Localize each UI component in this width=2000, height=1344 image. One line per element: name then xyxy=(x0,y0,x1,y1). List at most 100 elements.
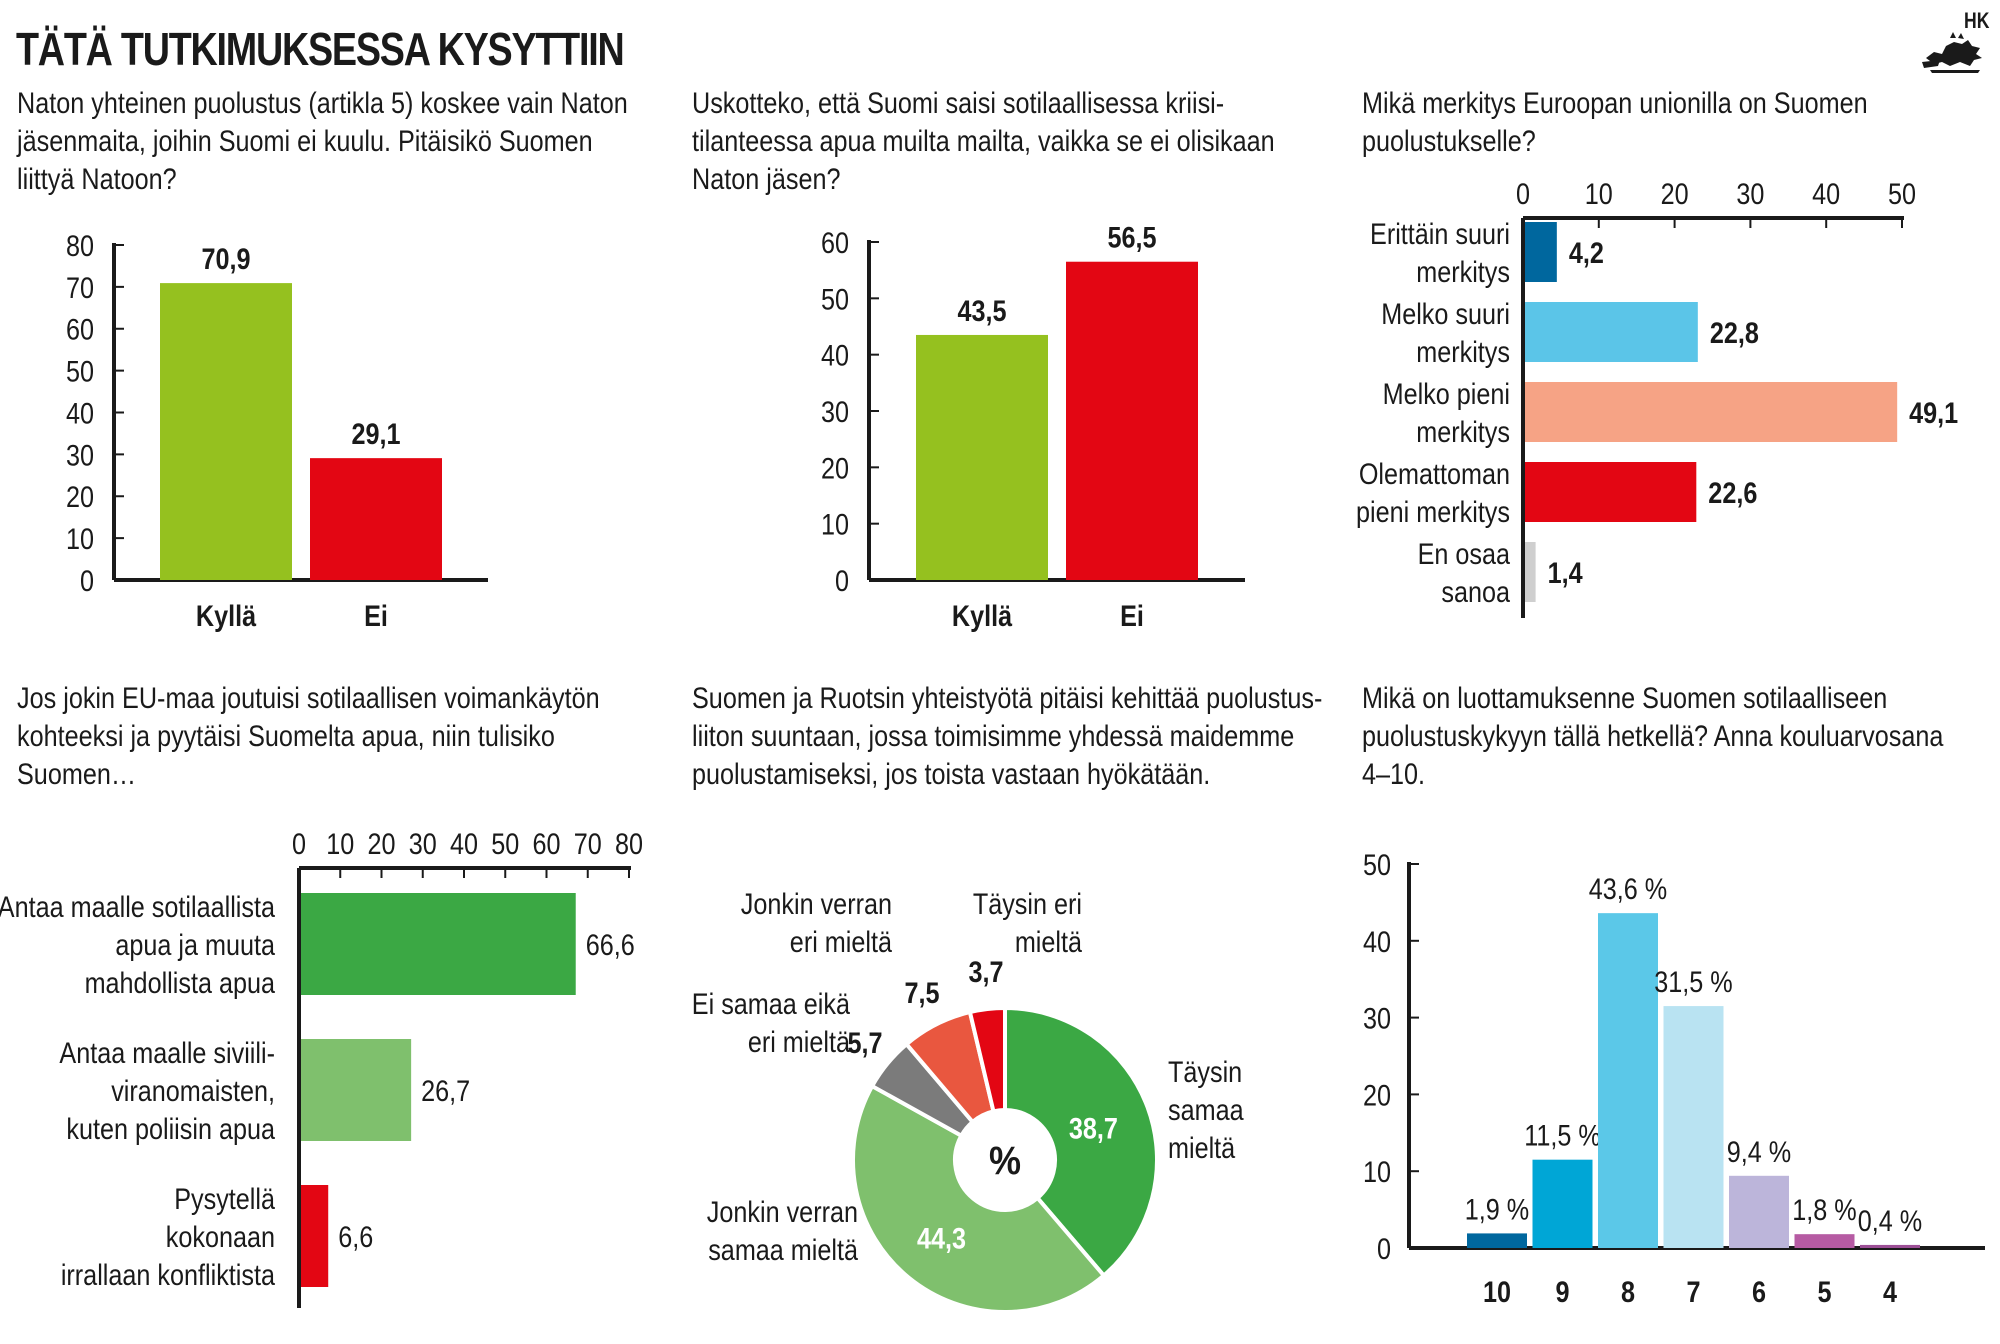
question-5-line: Suomen ja Ruotsin yhteistyötä pitäisi ke… xyxy=(692,682,1323,715)
question-2-line: Uskotteko, että Suomi saisi sotilaallise… xyxy=(692,87,1225,120)
chart4-x-tick-label: 60 xyxy=(532,827,560,861)
question-3-title: Mikä merkitys Euroopan unionilla on Suom… xyxy=(1362,85,1868,161)
chart6-y-tick-label: 50 xyxy=(1363,848,1391,882)
chart1-data-label: 29,1 xyxy=(351,417,400,451)
chart3-x-tick-label: 10 xyxy=(1585,177,1613,211)
chart6-bar xyxy=(1532,1159,1593,1248)
pie-value-label: 38,7 xyxy=(1069,1111,1118,1145)
question-6-title: Mikä on luottamuksenne Suomen sotilaalli… xyxy=(1362,680,1943,794)
question-4-line: kohteeksi ja pyytäisi Suomelta apua, nii… xyxy=(17,720,555,753)
chart6-data-label: 11,5 % xyxy=(1524,1119,1601,1153)
chart4-category-label: kokonaan xyxy=(166,1220,275,1254)
chart4-category-label: irrallaan konfliktista xyxy=(61,1258,276,1292)
pie-center xyxy=(957,1112,1053,1208)
chart6-category-label: 9 xyxy=(1555,1275,1569,1309)
chart2-bar xyxy=(1066,261,1198,580)
chart4-x-tick-label: 70 xyxy=(574,827,602,861)
chart1-y-tick-label: 20 xyxy=(66,480,94,514)
question-3-line: puolustukselle? xyxy=(1362,125,1536,158)
chart1-data-label: 70,9 xyxy=(201,242,250,276)
question-2-line: tilanteessa apua muilta mailta, vaikka s… xyxy=(692,125,1275,158)
chart4-category-label: mahdollista apua xyxy=(85,966,276,1000)
chart6-y-tick-label: 0 xyxy=(1377,1232,1391,1266)
pie-slice xyxy=(851,1083,1107,1314)
pie-category-label: mieltä xyxy=(1015,925,1083,959)
chart6-category-label: 10 xyxy=(1483,1275,1511,1309)
chart2-data-label: 56,5 xyxy=(1107,221,1156,255)
chart4-category-label: Antaa maalle siviili- xyxy=(59,1036,275,1070)
chart2-y-tick-label: 30 xyxy=(821,395,849,429)
question-1-title: Naton yhteinen puolustus (artikla 5) kos… xyxy=(17,85,628,199)
chart1-y-tick-label: 40 xyxy=(66,396,94,430)
chart4-category-label: viranomaisten, xyxy=(111,1074,275,1108)
chart6-category-label: 8 xyxy=(1621,1275,1635,1309)
chart4-x-tick-label: 0 xyxy=(292,827,306,861)
pie-center-label: % xyxy=(989,1139,1021,1183)
chart6-bar xyxy=(1467,1233,1527,1248)
chart6-bar xyxy=(1729,1175,1789,1248)
pie-slice xyxy=(967,1005,1007,1114)
chart2-category-label: Kyllä xyxy=(952,599,1013,633)
chart6-category-label: 4 xyxy=(1883,1275,1898,1309)
chart4-x-tick-label: 30 xyxy=(409,827,437,861)
chart2-data-label: 43,5 xyxy=(957,294,1006,328)
chart1-category-label: Kyllä xyxy=(196,599,257,633)
chart3-category-label: merkitys xyxy=(1416,255,1510,289)
chart3-x-tick-label: 30 xyxy=(1736,177,1764,211)
pie-category-label: eri mieltä xyxy=(748,1025,851,1059)
chart6-y-tick-label: 40 xyxy=(1363,925,1391,959)
chart4-x-tick-label: 80 xyxy=(615,827,643,861)
question-6-line: Mikä on luottamuksenne Suomen sotilaalli… xyxy=(1362,682,1888,715)
chart1-y-tick-label: 30 xyxy=(66,438,94,472)
chart4-category-label: kuten poliisin apua xyxy=(66,1112,275,1146)
question-5-title: Suomen ja Ruotsin yhteistyötä pitäisi ke… xyxy=(692,680,1322,794)
question-6-line: puolustuskykyyn tällä hetkellä? Anna kou… xyxy=(1362,720,1944,753)
chart2-y-tick-label: 20 xyxy=(821,451,849,485)
pie-value-label: 44,3 xyxy=(917,1222,966,1256)
chart3-bar xyxy=(1525,302,1698,362)
chart3-category-label: Melko suuri xyxy=(1381,297,1510,331)
question-5-line: puolustamiseksi, jos toista vastaan hyök… xyxy=(692,758,1211,791)
chart3-x-tick-label: 0 xyxy=(1516,177,1530,211)
chart1-bar xyxy=(310,458,442,580)
chart3-data-label: 49,1 xyxy=(1909,396,1958,430)
chart3-bar xyxy=(1525,542,1536,602)
lion-crest-icon xyxy=(1922,32,1982,73)
chart6-category-label: 6 xyxy=(1752,1275,1766,1309)
chart3-data-label: 22,6 xyxy=(1708,476,1757,510)
chart2-y-tick-label: 10 xyxy=(821,508,849,542)
chart2-y-tick-label: 50 xyxy=(821,282,849,316)
chart6-y-tick-label: 30 xyxy=(1363,1002,1391,1036)
pie-value-label: 7,5 xyxy=(904,976,939,1010)
chart3-bar xyxy=(1525,462,1697,522)
chart1-category-label: Ei xyxy=(364,599,388,633)
chart6-data-label: 31,5 % xyxy=(1654,965,1732,999)
pie-category-label: mieltä xyxy=(1168,1131,1236,1165)
question-6-line: 4–10. xyxy=(1362,758,1426,791)
chart4-x-tick-label: 40 xyxy=(450,827,478,861)
chart6-bar xyxy=(1663,1006,1724,1248)
chart6-data-label: 1,8 % xyxy=(1792,1193,1856,1227)
chart1-bar xyxy=(160,283,292,580)
chart6-y-tick-label: 10 xyxy=(1363,1155,1391,1189)
pie-category-label: eri mieltä xyxy=(790,925,893,959)
pie-category-label: samaa xyxy=(1168,1093,1244,1127)
chart2-bar xyxy=(916,334,1048,580)
chart6-y-tick-label: 20 xyxy=(1363,1078,1391,1112)
chart4-category-label: Pysytellä xyxy=(174,1182,275,1216)
question-5-line: liiton suuntaan, jossa toimisimme yhdess… xyxy=(692,720,1295,753)
pie-category-label: Jonkin verran xyxy=(707,1195,858,1229)
question-2-title: Uskotteko, että Suomi saisi sotilaallise… xyxy=(692,85,1275,199)
chart4-category-label: Antaa maalle sotilaallista xyxy=(0,890,276,924)
chart3-x-tick-label: 20 xyxy=(1661,177,1689,211)
pie-category-label: Täysin eri xyxy=(973,887,1082,921)
chart3-data-label: 1,4 xyxy=(1548,556,1584,590)
chart2-y-tick-label: 0 xyxy=(835,564,849,598)
chart4-x-tick-label: 10 xyxy=(326,827,354,861)
chart4-data-label: 66,6 xyxy=(586,928,635,962)
chart6-bar xyxy=(1860,1244,1920,1248)
pie-category-label: Täysin xyxy=(1168,1055,1242,1089)
question-2-line: Naton jäsen? xyxy=(692,163,841,196)
chart6-category-label: 7 xyxy=(1686,1275,1700,1309)
